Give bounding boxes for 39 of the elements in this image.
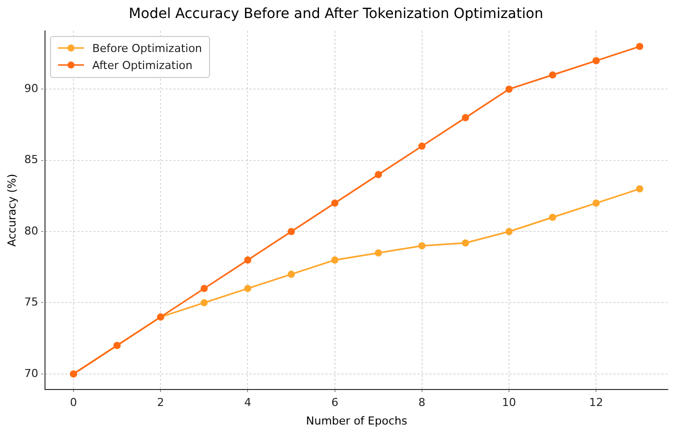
point xyxy=(200,284,208,292)
point xyxy=(505,228,513,236)
x-tick-label: 4 xyxy=(244,396,252,410)
point xyxy=(288,270,295,278)
x-tick-label: 0 xyxy=(70,396,78,410)
legend-label: After Optimization xyxy=(92,58,192,72)
point xyxy=(636,42,644,50)
y-axis-title: Accuracy (%) xyxy=(5,174,18,247)
point xyxy=(462,114,470,122)
point xyxy=(505,86,513,93)
point xyxy=(374,171,382,178)
legend-label: Before Optimization xyxy=(92,42,202,55)
chart-title: Model Accuracy Before and After Tokenization Optimization xyxy=(128,6,544,22)
point xyxy=(462,239,470,247)
y-tick-label: 75 xyxy=(24,296,38,309)
x-tick-label: 12 xyxy=(589,396,604,410)
point xyxy=(244,284,252,292)
point xyxy=(200,299,208,306)
x-tick-label: 8 xyxy=(418,396,426,410)
x-axis-title: Number of Epochs xyxy=(306,414,408,428)
point xyxy=(374,249,382,257)
point xyxy=(244,256,252,264)
point xyxy=(636,185,644,192)
y-tick-label: 70 xyxy=(24,366,38,380)
point xyxy=(548,71,556,79)
x-tick-label: 6 xyxy=(331,396,338,410)
y-tick-label: 80 xyxy=(24,224,38,238)
point xyxy=(592,57,600,64)
y-tick-label: 85 xyxy=(24,153,38,166)
x-tick-label: 10 xyxy=(502,396,516,410)
point xyxy=(548,214,556,221)
point xyxy=(331,256,338,264)
point xyxy=(331,199,338,207)
point xyxy=(418,142,426,150)
x-tick-label: 2 xyxy=(157,396,164,410)
point xyxy=(418,242,426,250)
point xyxy=(288,228,295,236)
point xyxy=(592,199,600,207)
y-tick-label: 90 xyxy=(24,82,38,96)
